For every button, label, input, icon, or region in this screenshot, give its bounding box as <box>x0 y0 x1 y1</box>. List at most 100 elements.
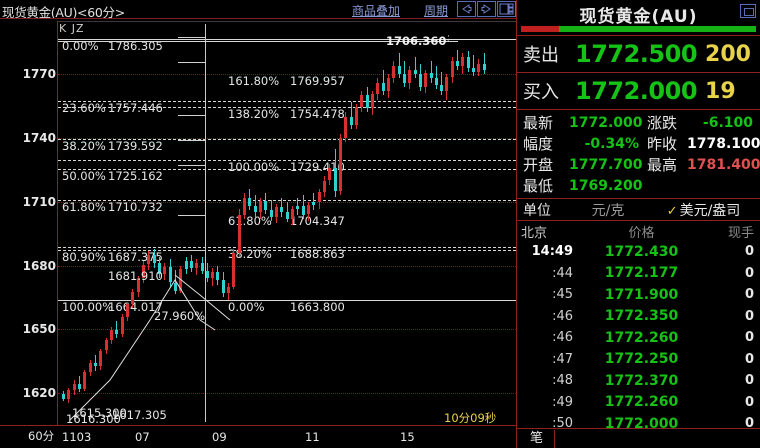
candle-body <box>205 270 209 279</box>
quote-stats-grid: 最新 1772.000 涨跌 -6.100 幅度 -0.34% 昨收 1778.100 开盘 17… <box>517 110 760 198</box>
candle-body <box>125 303 129 317</box>
candle-body <box>291 209 294 219</box>
arrow-right-icon[interactable] <box>477 1 496 17</box>
table-row: 14:49 1772.430 0 <box>517 241 760 263</box>
bid-row[interactable]: 买入 1772.000 19 <box>517 73 760 109</box>
ticker-time: :46 <box>552 330 573 346</box>
unit-option-usd[interactable]: ✓ 美元/盎司 <box>647 200 760 220</box>
overlay-link[interactable]: 商品叠加 <box>352 4 401 18</box>
x-axis-labels: 1103 07 09 11 15 <box>0 428 516 446</box>
bid-label: 买入 <box>523 82 559 103</box>
quote-stat-row: 最新 1772.000 涨跌 -6.100 <box>517 112 760 133</box>
quote-stat-row: 幅度 -0.34% 昨收 1778.100 <box>517 133 760 154</box>
fib-level-line <box>58 249 516 251</box>
indicator-label: K JZ <box>59 22 85 35</box>
candle-body <box>243 197 247 215</box>
x-axis-label: 1103 <box>62 430 92 444</box>
quote-title: 现货黄金(AU) <box>579 7 698 27</box>
candle-body <box>360 95 364 108</box>
fib-level-line <box>58 200 516 202</box>
period-link[interactable]: 周期 <box>424 4 449 18</box>
quote-title-row: 现货黄金(AU) <box>517 0 760 27</box>
candle-body <box>307 204 310 215</box>
fib-level-percent: 80.90% <box>62 249 106 264</box>
candle-body <box>323 180 326 193</box>
crosshair-tick <box>178 165 206 166</box>
ticker-volume: 0 <box>744 351 754 367</box>
fib-level-price: 1754.478 <box>290 107 345 122</box>
chart-toolbar <box>457 1 516 17</box>
quote-stat-value: 1777.700 <box>569 156 643 173</box>
ticker-time: :46 <box>552 308 573 324</box>
x-axis-line <box>0 425 516 426</box>
quote-stat-label-2: 涨跌 <box>647 114 678 132</box>
ticker-time: :44 <box>552 265 573 281</box>
low-label-a: 1615.300 <box>72 406 127 420</box>
quote-stat-label-2: 昨收 <box>647 135 678 153</box>
chart-pane: 现货黄金(AU)<60分> 商品叠加 周期 <box>0 0 516 448</box>
ask-qty: 200 <box>705 41 751 67</box>
quote-stat-label: 最低 <box>523 177 554 195</box>
candle-body <box>301 206 305 215</box>
candle-wick <box>286 201 288 222</box>
ticker-time: :49 <box>552 394 573 410</box>
candle-body <box>365 95 369 109</box>
table-row: :46 1772.260 0 <box>517 327 760 349</box>
candle-wick <box>116 320 118 338</box>
candle-body <box>216 271 220 281</box>
ticker-time: :50 <box>552 416 573 432</box>
unit-option-cny[interactable]: 元/克 <box>591 202 625 219</box>
candle-body <box>338 137 342 192</box>
candle-wick <box>281 197 283 217</box>
candle-body <box>296 206 300 210</box>
y-axis-line <box>57 21 58 425</box>
bar-countdown: 10分09秒 <box>444 411 497 425</box>
y-axis-labels: 1770 1740 1710 1680 1650 1620 <box>0 0 56 448</box>
quote-stat-value: 1772.000 <box>569 114 643 131</box>
ask-row[interactable]: 卖出 1772.500 200 <box>517 36 760 72</box>
bid-ask-strength-bar <box>521 26 756 32</box>
quote-stat-value-2: 1778.100 <box>687 135 760 152</box>
ask-label: 卖出 <box>523 45 559 66</box>
x-axis-label: 07 <box>135 430 150 444</box>
candle-body <box>109 330 113 340</box>
crosshair-vertical <box>205 24 206 422</box>
candle-wick <box>414 57 416 79</box>
candle-body <box>163 266 167 274</box>
y-axis-label: 1680 <box>22 258 56 273</box>
quote-stat-row: 最低 1769.200 <box>517 175 760 196</box>
divider <box>517 198 760 199</box>
fib-level-price: 1704.347 <box>290 213 345 228</box>
fib-level-price: 1769.957 <box>290 74 345 89</box>
header-divider <box>0 18 516 19</box>
crosshair-tick <box>178 250 206 251</box>
ticker-time: :48 <box>552 373 573 389</box>
x-axis-label: 09 <box>212 430 227 444</box>
candle-body <box>392 65 396 79</box>
ticker-col-time: 北京 <box>521 225 548 241</box>
candle-body <box>349 116 353 126</box>
restore-window-icon[interactable] <box>740 4 756 18</box>
candle-body <box>94 363 97 367</box>
ticker-footer: 笔 <box>517 428 760 448</box>
layout-grid-icon[interactable] <box>497 1 516 17</box>
quote-stat-row: 开盘 1777.700 最高 1781.400 <box>517 154 760 175</box>
arrow-left-icon[interactable] <box>457 1 476 17</box>
ticker-volume: 0 <box>744 308 754 324</box>
gridline <box>58 329 516 331</box>
period-badge[interactable]: 60分 <box>28 429 55 443</box>
ticker-price: 1772.177 <box>604 265 679 282</box>
candle-body <box>141 264 145 279</box>
ticker-time: :47 <box>552 351 573 367</box>
quote-stat-label: 开盘 <box>523 156 554 174</box>
fib-level-price: 1725.162 <box>108 169 163 184</box>
candle-body <box>456 61 460 66</box>
ticker-tab-bi[interactable]: 笔 <box>519 430 555 448</box>
candle-body <box>429 73 433 79</box>
crosshair-tick <box>178 37 206 38</box>
y-axis-label: 1620 <box>22 386 56 401</box>
crosshair-tick <box>178 215 206 216</box>
candle-body <box>253 206 257 213</box>
candle-body <box>88 363 92 372</box>
fib-level-line <box>58 138 516 140</box>
